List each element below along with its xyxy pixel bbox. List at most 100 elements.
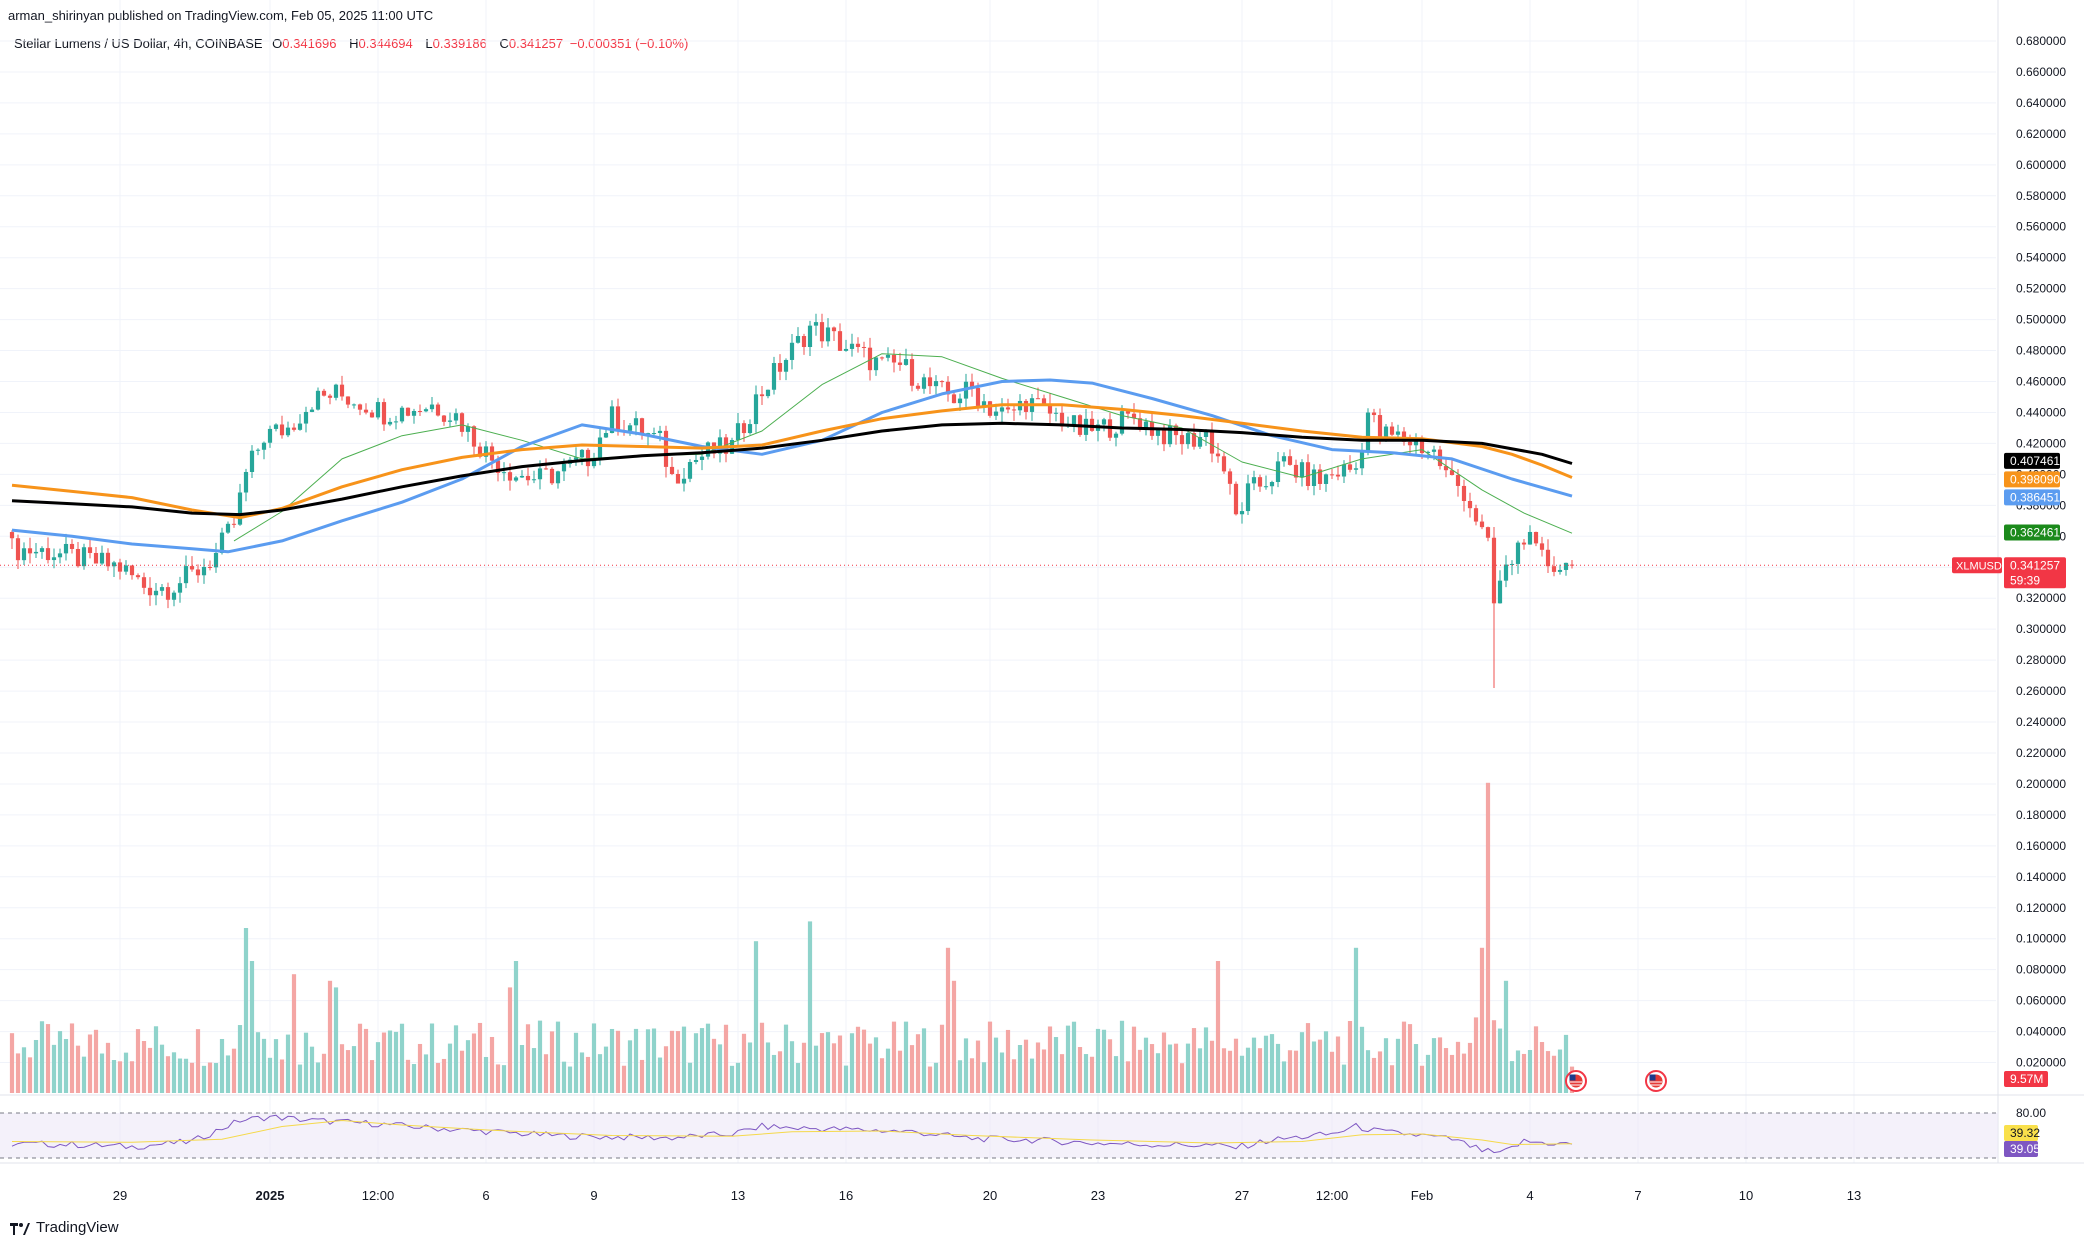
candle-body <box>1413 440 1419 446</box>
volume-bar <box>309 1046 315 1093</box>
candle-body <box>195 569 201 576</box>
volume-bar <box>393 1031 399 1093</box>
candle-body <box>789 342 795 360</box>
candle-body <box>1059 412 1065 427</box>
ma-value-tag: 0.407461 <box>2004 452 2060 469</box>
volume-bar <box>435 1062 441 1093</box>
volume-bar <box>141 1041 147 1093</box>
volume-bar <box>567 1066 573 1093</box>
candle-body <box>315 390 321 410</box>
volume-bar <box>255 1032 261 1093</box>
volume-bar <box>627 1040 633 1093</box>
candle-body <box>681 478 687 484</box>
volume-bar <box>1323 1031 1329 1093</box>
close-value: 0.341257 <box>508 36 564 51</box>
candle-body <box>357 404 363 410</box>
volume-bar <box>1299 1032 1305 1093</box>
candle-body <box>867 347 873 371</box>
candle-body <box>993 411 999 416</box>
volume-bar <box>231 1048 237 1093</box>
volume-bar <box>933 1062 939 1093</box>
volume-bar <box>915 1034 921 1093</box>
tradingview-logo[interactable]: TradingView <box>10 1219 119 1236</box>
candle-body <box>1257 477 1263 487</box>
candle-body <box>243 471 249 493</box>
volume-bar <box>675 1031 681 1093</box>
volume-bar <box>1533 1026 1539 1093</box>
volume-bar <box>1371 1057 1377 1093</box>
open-value: 0.341696 <box>282 36 337 51</box>
candle-body <box>393 421 399 423</box>
rsi-value-tag: 39.05 <box>2004 1141 2040 1157</box>
candle-body <box>225 523 231 533</box>
volume-bar <box>807 921 813 1093</box>
candle-body <box>105 552 111 567</box>
price-tick-label: 0.260000 <box>2016 684 2066 698</box>
volume-bar <box>753 941 759 1093</box>
volume-bar <box>1461 1053 1467 1093</box>
candle-body <box>1353 468 1359 470</box>
candle-body <box>897 362 903 365</box>
candle-body <box>51 557 57 561</box>
candle-body <box>321 390 327 396</box>
low-value: 0.339186 <box>432 36 487 51</box>
volume-bar <box>39 1021 45 1093</box>
candle-body <box>1467 501 1473 509</box>
volume-bar <box>837 1035 843 1093</box>
volume-bar <box>63 1039 69 1093</box>
price-tick-label: 0.640000 <box>2016 96 2066 110</box>
candle-body <box>1137 418 1143 430</box>
volume-bar <box>1149 1044 1155 1093</box>
time-tick-label: 23 <box>1091 1188 1105 1203</box>
volume-bar <box>1329 1051 1335 1093</box>
time-tick-label: 20 <box>983 1188 997 1203</box>
volume-bar <box>1137 1049 1143 1093</box>
ma-value-tag: 0.398090 <box>2004 471 2060 488</box>
rsi-ma-line <box>11 1119 1573 1146</box>
volume-bar <box>1335 1036 1341 1093</box>
volume-bar <box>1089 1056 1095 1093</box>
price-tick-label: 0.460000 <box>2016 375 2066 389</box>
time-axis: 29 2025 12:00 6 9 13 16 20 23 27 12:00 Feb 4 7 10 13 <box>113 1188 1861 1203</box>
volume-bar <box>1107 1039 1113 1093</box>
candle-body <box>1203 432 1209 438</box>
volume-bar <box>1395 1038 1401 1093</box>
volume-bar <box>1485 782 1491 1093</box>
price-tick-label: 0.180000 <box>2016 808 2066 822</box>
candle-body <box>1347 464 1353 470</box>
volume-bar <box>897 1050 903 1093</box>
candle-body <box>1167 425 1173 445</box>
candle-body <box>27 548 33 554</box>
volume-bar <box>453 1025 459 1093</box>
candle-body <box>1287 456 1293 465</box>
volume-bar <box>1197 1048 1203 1093</box>
candle-body <box>399 407 405 422</box>
ma-value-tag-bg <box>2004 471 2060 488</box>
rsi-band <box>0 1113 1998 1158</box>
volume-bar <box>1233 1038 1239 1093</box>
price-tick-label: 0.420000 <box>2016 436 2066 450</box>
candle-body <box>1425 451 1431 454</box>
volume-bar <box>315 1062 321 1093</box>
candle-body <box>1365 412 1371 451</box>
volume-bar <box>1005 1029 1011 1093</box>
candle-body <box>483 446 489 457</box>
brand-name: TradingView <box>36 1219 119 1236</box>
volume-bar <box>423 1054 429 1093</box>
price-tick-label: 0.540000 <box>2016 251 2066 265</box>
candle-body <box>705 442 711 457</box>
volume-bar <box>465 1040 471 1093</box>
volume-bar <box>219 1038 225 1093</box>
volume-bar <box>1449 1054 1455 1093</box>
rsi-pane <box>0 1112 1998 1159</box>
volume-bar <box>1293 1050 1299 1093</box>
volume-bar <box>165 1056 171 1093</box>
volume-bar <box>249 961 255 1093</box>
candle-body <box>45 548 51 561</box>
candle-body <box>747 424 753 434</box>
volume-bar <box>1539 1042 1545 1093</box>
candle-body <box>1071 415 1077 426</box>
candle-body <box>795 336 801 343</box>
candle-body <box>333 384 339 398</box>
